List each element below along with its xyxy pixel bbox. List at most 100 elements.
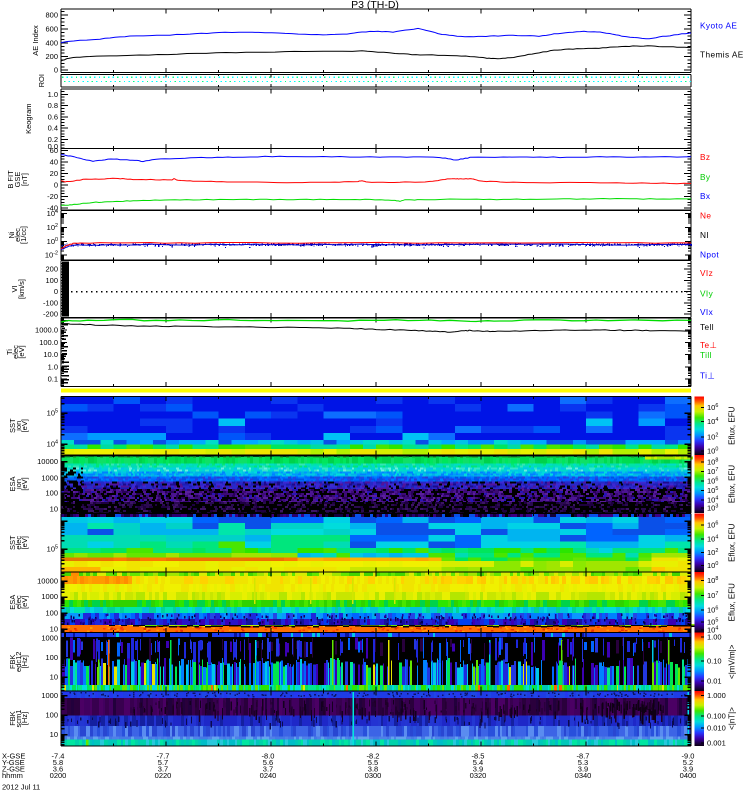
svg-text:elec: elec [13, 228, 22, 242]
svg-text:5.8: 5.8 [53, 758, 63, 767]
svg-text:Ne: Ne [700, 210, 711, 220]
svg-text:-8.0: -8.0 [262, 752, 275, 761]
svg-text:<|nT|>: <|nT|> [728, 707, 737, 730]
svg-text:400: 400 [45, 38, 58, 47]
svg-text:3.6: 3.6 [53, 765, 63, 774]
svg-text:Npot: Npot [700, 249, 719, 259]
svg-text:10: 10 [50, 625, 58, 634]
svg-text:105: 105 [707, 618, 718, 627]
svg-text:100: 100 [45, 489, 58, 498]
svg-text:Eflux, EFU: Eflux, EFU [728, 583, 737, 621]
svg-text:VIx: VIx [700, 307, 714, 317]
svg-text:100: 100 [45, 711, 58, 720]
svg-text:1.0: 1.0 [48, 90, 58, 99]
svg-text:0.4: 0.4 [48, 124, 58, 133]
svg-text:-200: -200 [43, 310, 58, 319]
svg-text:102: 102 [707, 548, 718, 557]
svg-text:10000: 10000 [37, 457, 58, 466]
svg-text:[eV]: [eV] [20, 477, 29, 490]
svg-text:ESA: ESA [8, 595, 17, 610]
svg-text:0.010: 0.010 [707, 724, 726, 733]
svg-text:100: 100 [45, 276, 58, 285]
svg-text:104: 104 [707, 417, 718, 426]
svg-text:100: 100 [47, 237, 58, 246]
svg-text:0220: 0220 [155, 771, 172, 780]
svg-text:GSE: GSE [13, 172, 22, 188]
svg-text:SST: SST [8, 535, 17, 550]
svg-text:102: 102 [47, 223, 58, 232]
svg-text:0.001: 0.001 [707, 739, 726, 748]
svg-text:ion: ion [14, 479, 23, 489]
svg-text:3.9: 3.9 [683, 765, 693, 774]
svg-text:FBK: FBK [8, 654, 17, 669]
svg-text:200: 200 [45, 52, 58, 61]
svg-text:0.6: 0.6 [48, 112, 58, 121]
svg-text:elec: elec [14, 595, 23, 609]
svg-text:40: 40 [50, 158, 58, 167]
svg-text:Kyoto AE: Kyoto AE [700, 20, 737, 30]
svg-text:106: 106 [707, 606, 718, 615]
svg-text:0: 0 [54, 66, 58, 75]
svg-text:-20: -20 [47, 192, 58, 201]
svg-text:[1/cc]: [1/cc] [19, 226, 28, 244]
svg-text:10: 10 [50, 505, 58, 514]
svg-text:10: 10 [50, 730, 58, 739]
svg-text:B FIT: B FIT [6, 170, 15, 189]
svg-text:107: 107 [707, 467, 718, 476]
svg-text:scm1: scm1 [14, 710, 23, 728]
svg-text:VI: VI [10, 285, 19, 292]
svg-text:3.7: 3.7 [263, 765, 273, 774]
svg-text:NI: NI [700, 230, 709, 240]
svg-text:5.3: 5.3 [578, 758, 588, 767]
svg-text:103: 103 [707, 504, 718, 513]
svg-text:Ni: Ni [7, 231, 16, 238]
svg-text:Z-GSE: Z-GSE [2, 765, 25, 774]
svg-text:100: 100 [45, 653, 58, 662]
svg-text:100: 100 [707, 447, 718, 456]
svg-text:60: 60 [50, 146, 58, 155]
svg-text:0340: 0340 [575, 771, 592, 780]
svg-text:0: 0 [54, 287, 58, 296]
svg-text:100: 100 [45, 609, 58, 618]
svg-text:elec: elec [11, 345, 20, 359]
svg-text:102: 102 [707, 433, 718, 442]
svg-text:800: 800 [45, 11, 58, 20]
svg-text:104: 104 [707, 496, 718, 505]
svg-text:1.0: 1.0 [48, 362, 58, 371]
svg-text:105: 105 [47, 545, 58, 554]
svg-text:hhmm: hhmm [2, 771, 23, 780]
svg-text:5.7: 5.7 [158, 758, 168, 767]
svg-text:10: 10 [50, 673, 58, 682]
svg-text:AE Index: AE Index [31, 25, 40, 56]
svg-text:-8.7: -8.7 [577, 752, 590, 761]
svg-text:-8.2: -8.2 [367, 752, 380, 761]
svg-text:[Hz]: [Hz] [20, 712, 29, 725]
svg-text:10000: 10000 [37, 577, 58, 586]
svg-text:0.2: 0.2 [48, 135, 58, 144]
svg-text:SST: SST [8, 418, 17, 433]
svg-text:-100: -100 [43, 298, 58, 307]
svg-text:0.8: 0.8 [48, 101, 58, 110]
svg-text:-9.0: -9.0 [682, 752, 695, 761]
svg-text:5.6: 5.6 [263, 758, 273, 767]
svg-text:-7.7: -7.7 [157, 752, 170, 761]
svg-text:0.01: 0.01 [707, 677, 722, 686]
svg-text:Te⊥: Te⊥ [700, 340, 717, 350]
svg-text:Themis AE: Themis AE [700, 49, 744, 59]
svg-text:105: 105 [707, 486, 718, 495]
svg-text:0.10: 0.10 [707, 657, 722, 666]
svg-text:Till: Till [700, 350, 712, 360]
svg-text:200: 200 [45, 265, 58, 274]
svg-text:Bx: Bx [700, 191, 711, 201]
svg-text:104: 104 [47, 209, 58, 218]
svg-text:108: 108 [707, 458, 718, 467]
svg-text:-7.4: -7.4 [52, 752, 65, 761]
svg-text:106: 106 [707, 403, 718, 412]
svg-text:3.7: 3.7 [158, 765, 168, 774]
svg-text:Y-GSE: Y-GSE [2, 758, 25, 767]
svg-text:1.000: 1.000 [707, 691, 726, 700]
svg-text:Eflux, EFU: Eflux, EFU [728, 465, 737, 503]
svg-text:[eV]: [eV] [20, 596, 29, 609]
svg-text:Eflux, EFU: Eflux, EFU [728, 406, 737, 444]
svg-text:0400: 0400 [680, 771, 697, 780]
